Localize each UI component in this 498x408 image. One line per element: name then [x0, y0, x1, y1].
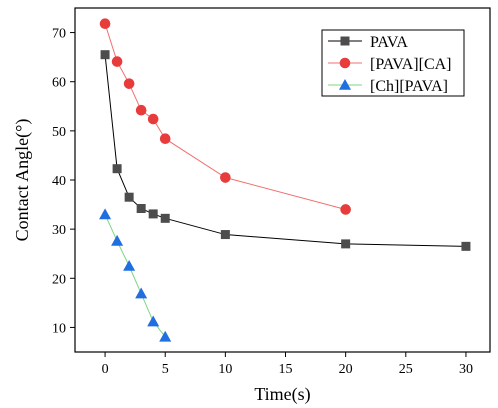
x-tick-label: 0: [102, 362, 109, 377]
data-point: [136, 204, 146, 214]
data-point: [135, 104, 147, 116]
x-tick-label: 15: [279, 362, 293, 377]
data-point: [341, 239, 351, 249]
y-tick-label: 40: [52, 174, 66, 189]
series-2: [99, 208, 172, 342]
y-axis-title: Contact Angle(°): [12, 119, 33, 242]
data-point: [160, 213, 170, 223]
y-tick-label: 20: [52, 272, 66, 287]
data-point: [340, 204, 351, 215]
data-point: [461, 241, 471, 251]
x-tick-label: 20: [339, 362, 353, 377]
x-tick-label: 10: [218, 362, 232, 377]
y-tick-label: 10: [52, 321, 66, 336]
x-tick-label: 30: [459, 362, 473, 377]
x-tick-label: 5: [162, 362, 169, 377]
x-axis-title: Time(s): [254, 384, 310, 405]
legend-label: [PAVA][CA]: [370, 56, 452, 73]
legend: PAVA [PAVA][CA] [Ch][PAVA]: [321, 29, 465, 97]
axes: 0 5 10 15 20 25 30 10 20 30 40 50 60 70: [52, 7, 491, 377]
data-point: [147, 315, 160, 327]
data-point: [124, 192, 134, 202]
y-tick-label: 70: [52, 27, 66, 42]
series-0: [100, 50, 471, 251]
x-tick-label: 25: [399, 362, 413, 377]
legend-marker: [339, 57, 351, 69]
data-point: [148, 209, 158, 219]
data-point: [123, 78, 135, 89]
legend-marker: [340, 36, 350, 46]
legend-label: [Ch][PAVA]: [370, 78, 448, 95]
data-point: [112, 164, 122, 174]
data-point: [147, 113, 159, 125]
series-line: [104, 214, 166, 338]
data-point: [99, 18, 111, 30]
legend-marker: [339, 79, 351, 90]
data-point: [111, 234, 124, 246]
data-point: [135, 287, 148, 299]
y-tick-label: 60: [52, 76, 66, 91]
y-tick-label: 50: [52, 125, 66, 140]
series-1: [99, 18, 351, 215]
legend-label: PAVA: [370, 34, 408, 51]
data-point: [123, 260, 136, 271]
data-point: [220, 230, 230, 240]
data-point: [100, 50, 110, 60]
series-layer: [99, 18, 471, 342]
data-point: [99, 208, 112, 220]
data-point: [111, 56, 123, 67]
y-tick-label: 30: [52, 223, 66, 238]
data-point: [220, 172, 231, 183]
data-point: [159, 133, 171, 145]
data-point: [159, 330, 172, 342]
